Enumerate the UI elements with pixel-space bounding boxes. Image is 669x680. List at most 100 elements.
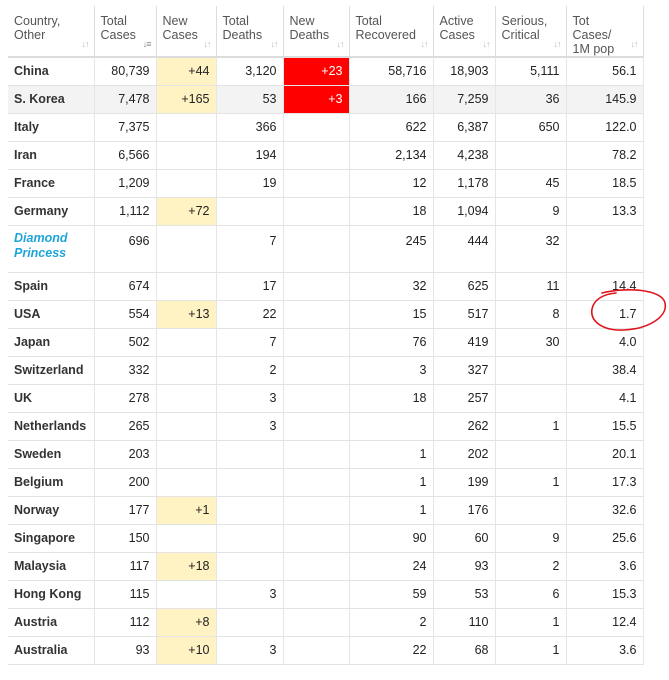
total-deaths-cell (216, 197, 284, 226)
table-row: Netherlands 265 3 262 1 15.5 (8, 412, 644, 441)
country-cell[interactable]: Diamond Princess (8, 225, 95, 273)
table-row: France 1,209 19 12 1,178 45 18.5 (8, 169, 644, 198)
column-header-tot-cases-per-1m-pop[interactable]: Tot Cases/ 1M pop ↓↑ (566, 6, 644, 58)
total-deaths-cell: 53 (216, 85, 284, 114)
new-cases-cell: +1 (156, 496, 217, 525)
total-deaths-cell: 366 (216, 113, 284, 142)
country-cell: Singapore (8, 524, 95, 553)
total-recovered-cell: 58,716 (349, 57, 434, 86)
column-header-new-deaths[interactable]: New Deaths ↓↑ (283, 6, 350, 58)
new-cases-cell: +13 (156, 300, 217, 329)
new-deaths-cell (283, 113, 350, 142)
total-deaths-cell: 3,120 (216, 57, 284, 86)
total-cases-cell: 1,209 (94, 169, 157, 198)
active-cases-cell: 1,178 (433, 169, 496, 198)
per-million-cell: 20.1 (566, 440, 644, 469)
active-cases-cell: 419 (433, 328, 496, 357)
new-cases-cell (156, 272, 217, 301)
new-deaths-cell (283, 496, 350, 525)
column-header-label: Total Cases (100, 14, 136, 42)
total-cases-cell: 112 (94, 608, 157, 637)
total-cases-cell: 93 (94, 636, 157, 665)
sort-arrows-icon[interactable]: ↓↑ (420, 39, 429, 49)
country-cell: USA (8, 300, 95, 329)
column-header-label: Active Cases (439, 14, 475, 42)
column-header-total-recovered[interactable]: Total Recovered ↓↑ (349, 6, 434, 58)
total-deaths-cell (216, 496, 284, 525)
active-cases-cell: 60 (433, 524, 496, 553)
new-cases-cell (156, 412, 217, 441)
active-cases-cell: 68 (433, 636, 496, 665)
new-cases-cell (156, 468, 217, 497)
table-header-row: Country, Other ↓↑ Total Cases ↓≡ New Cases ↓↑… (8, 6, 644, 58)
total-deaths-cell: 3 (216, 412, 284, 441)
sort-arrows-icon[interactable]: ↓≡ (142, 39, 152, 49)
country-cell: Italy (8, 113, 95, 142)
country-cell: Hong Kong (8, 580, 95, 609)
column-header-total-deaths[interactable]: Total Deaths ↓↑ (216, 6, 284, 58)
sort-arrows-icon[interactable]: ↓↑ (482, 39, 491, 49)
table-row: Malaysia 117 +18 24 93 2 3.6 (8, 552, 644, 581)
table-row: Austria 112 +8 2 110 1 12.4 (8, 608, 644, 637)
total-cases-cell: 177 (94, 496, 157, 525)
total-recovered-cell: 2,134 (349, 141, 434, 170)
total-cases-cell: 117 (94, 552, 157, 581)
total-recovered-cell: 1 (349, 468, 434, 497)
per-million-cell: 145.9 (566, 85, 644, 114)
active-cases-cell: 93 (433, 552, 496, 581)
sort-arrows-icon[interactable]: ↓↑ (336, 39, 345, 49)
column-header-serious-critical[interactable]: Serious, Critical ↓↑ (495, 6, 567, 58)
sort-arrows-icon[interactable]: ↓↑ (203, 39, 212, 49)
table-row: Switzerland 332 2 3 327 38.4 (8, 356, 644, 385)
column-header-new-cases[interactable]: New Cases ↓↑ (156, 6, 217, 58)
table-row: Australia 93 +10 3 22 68 1 3.6 (8, 636, 644, 665)
total-recovered-cell: 2 (349, 608, 434, 637)
total-recovered-cell: 76 (349, 328, 434, 357)
total-recovered-cell: 1 (349, 440, 434, 469)
total-deaths-cell: 3 (216, 580, 284, 609)
per-million-cell: 18.5 (566, 169, 644, 198)
serious-critical-cell: 9 (495, 524, 567, 553)
new-deaths-cell (283, 356, 350, 385)
new-cases-cell: +18 (156, 552, 217, 581)
new-cases-cell: +165 (156, 85, 217, 114)
sort-arrows-icon[interactable]: ↓↑ (81, 39, 90, 49)
serious-critical-cell: 45 (495, 169, 567, 198)
table-row: Germany 1,112 +72 18 1,094 9 13.3 (8, 197, 644, 226)
sort-arrows-icon[interactable]: ↓↑ (553, 39, 562, 49)
new-cases-cell: +10 (156, 636, 217, 665)
column-header-total-cases[interactable]: Total Cases ↓≡ (94, 6, 157, 58)
country-cell: Netherlands (8, 412, 95, 441)
column-header-label: New Deaths (289, 14, 330, 42)
total-recovered-cell: 622 (349, 113, 434, 142)
sort-arrows-icon[interactable]: ↓↑ (630, 39, 639, 49)
per-million-cell: 3.6 (566, 636, 644, 665)
total-cases-cell: 80,739 (94, 57, 157, 86)
total-deaths-cell (216, 468, 284, 497)
total-cases-cell: 265 (94, 412, 157, 441)
per-million-cell: 78.2 (566, 141, 644, 170)
per-million-cell: 4.1 (566, 384, 644, 413)
total-deaths-cell: 3 (216, 636, 284, 665)
column-header-active-cases[interactable]: Active Cases ↓↑ (433, 6, 496, 58)
serious-critical-cell: 36 (495, 85, 567, 114)
column-header-country-other[interactable]: Country, Other ↓↑ (8, 6, 95, 58)
table-row: UK 278 3 18 257 4.1 (8, 384, 644, 413)
new-deaths-cell (283, 384, 350, 413)
total-recovered-cell: 24 (349, 552, 434, 581)
serious-critical-cell: 9 (495, 197, 567, 226)
country-cell: Switzerland (8, 356, 95, 385)
sort-arrows-icon[interactable]: ↓↑ (270, 39, 279, 49)
new-deaths-cell (283, 169, 350, 198)
serious-critical-cell: 1 (495, 412, 567, 441)
total-recovered-cell: 15 (349, 300, 434, 329)
serious-critical-cell (495, 496, 567, 525)
new-deaths-cell (283, 225, 350, 273)
new-deaths-cell (283, 608, 350, 637)
total-deaths-cell (216, 552, 284, 581)
active-cases-cell: 202 (433, 440, 496, 469)
total-cases-cell: 696 (94, 225, 157, 273)
table-row: S. Korea 7,478 +165 53 +3 166 7,259 36 145.9 (8, 85, 644, 114)
country-cell: Austria (8, 608, 95, 637)
country-cell: Iran (8, 141, 95, 170)
